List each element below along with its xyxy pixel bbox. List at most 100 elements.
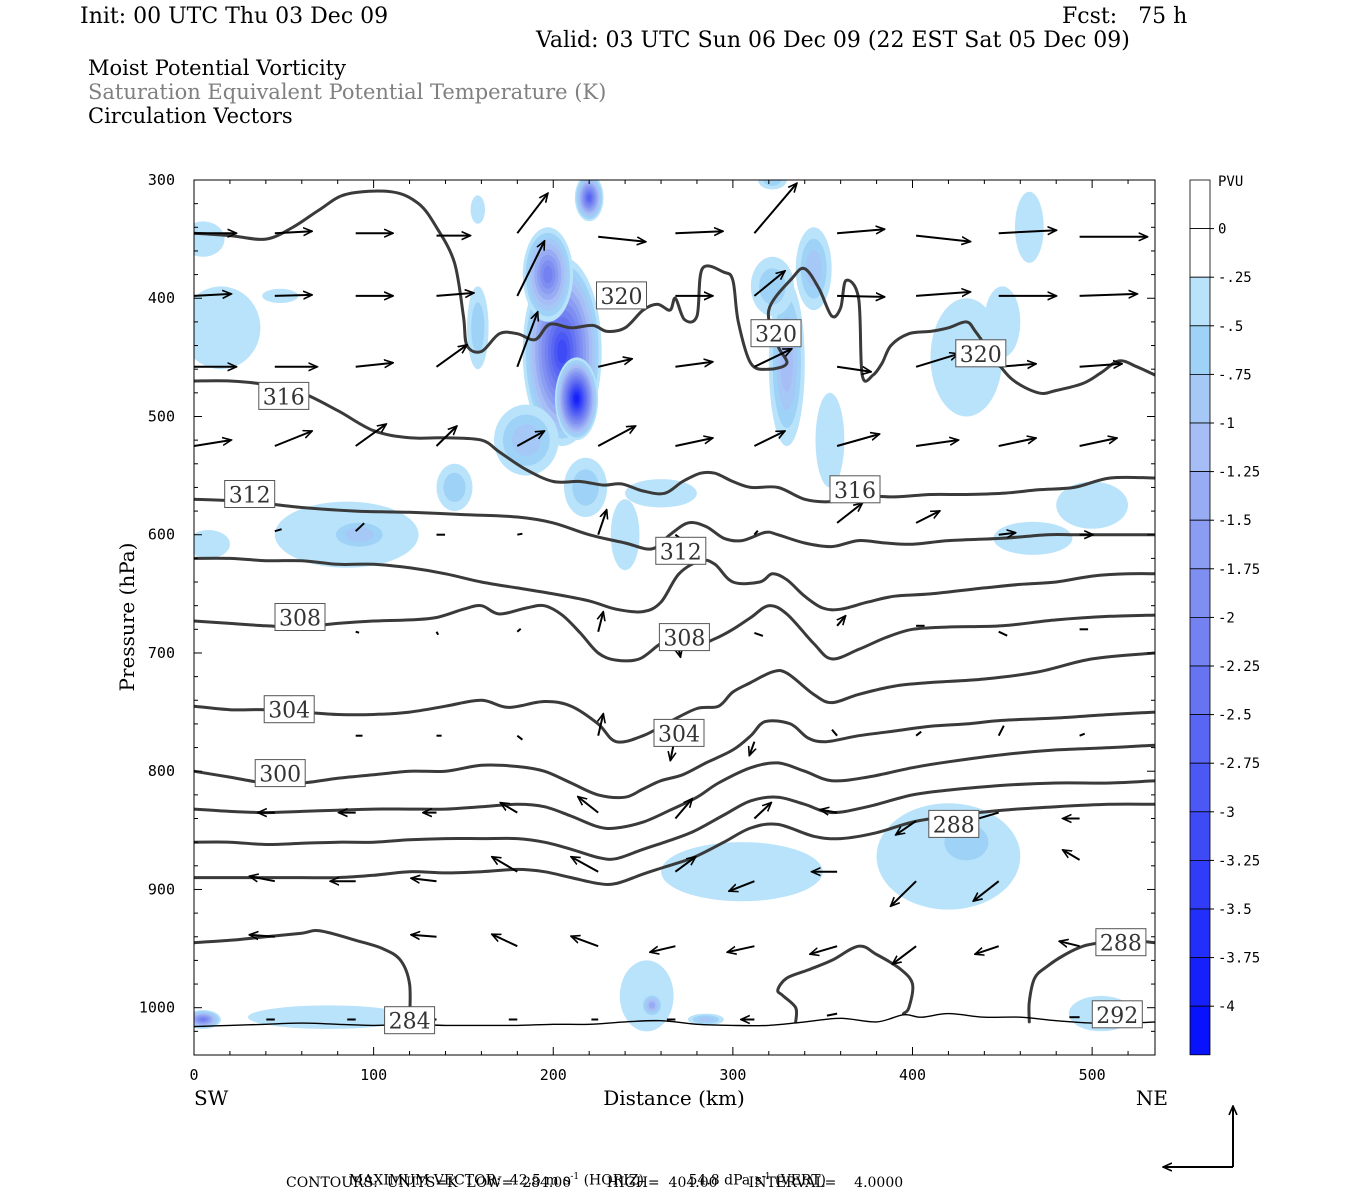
isentrope-line [194, 379, 1155, 504]
isentrope-line [194, 556, 1155, 614]
circulation-vector [492, 933, 518, 948]
isentrope-line [194, 603, 1155, 663]
y-axis-title: Pressure (hPa) [115, 543, 139, 692]
pv-anomaly [1014, 191, 1044, 263]
pv-level-fill [610, 499, 640, 571]
pv-level-fill [557, 339, 568, 364]
circulation-vector [516, 431, 544, 447]
contour-label: 320 [750, 319, 802, 348]
pv-level-fill [697, 1016, 714, 1023]
contour-label-box [224, 480, 276, 508]
reference-vector-icon [1163, 1106, 1233, 1167]
contour-label: 304 [263, 695, 315, 724]
contour-label-box [928, 809, 980, 838]
contour-label-text: 316 [263, 385, 305, 410]
pv-level-fill [587, 194, 592, 202]
colorbar-label: -2 [1218, 610, 1235, 626]
pv-anomaly [815, 392, 845, 488]
contour-label-box [829, 475, 881, 504]
colorbar-swatch [1189, 179, 1211, 229]
pv-anomaly [610, 499, 640, 571]
pv-anomaly [522, 227, 574, 322]
pv-level-fill [661, 842, 823, 902]
circulation-vector [837, 296, 885, 297]
pv-level-fill [574, 394, 579, 403]
isentrope-line [194, 710, 1155, 800]
colorbar-label: -1.25 [1218, 465, 1260, 481]
contour-label-box [1095, 928, 1147, 957]
circulation-vector [836, 503, 863, 524]
circulation-vector [837, 229, 885, 233]
pv-level-fill [572, 469, 599, 506]
y-tick-label: 1000 [139, 999, 175, 1017]
circulation-vector [675, 231, 723, 233]
circulation-vector [915, 440, 959, 447]
contour-label-text: 320 [960, 343, 1002, 368]
colorbar-label: -2.75 [1218, 756, 1260, 772]
x-axis-title: Distance (km) [603, 1086, 745, 1110]
vert-exponent: -1 [761, 1172, 771, 1182]
pv-level-fill [1014, 191, 1044, 263]
field-label-vectors: Circulation Vectors [88, 104, 293, 128]
plot-frame [193, 179, 1156, 1056]
colorbar-label: -.5 [1218, 319, 1243, 335]
isentrope-line [776, 944, 915, 1024]
pv-anomaly [194, 1010, 221, 1029]
init-time-label: Init: 00 UTC Thu 03 Dec 09 [80, 4, 389, 29]
pv-level-fill [470, 195, 485, 224]
circulation-vector [810, 945, 838, 954]
contour-label-box [384, 1006, 436, 1035]
contour-label-text: 304 [658, 722, 700, 747]
circulation-vector [516, 193, 548, 234]
circulation-vector [973, 880, 1000, 901]
colorbar-swatch [1189, 665, 1211, 715]
circulation-vector [1079, 364, 1123, 367]
x-tick-label: 100 [360, 1066, 387, 1084]
circulation-vector [355, 522, 365, 532]
colorbar-label: -3 [1218, 805, 1235, 821]
circulation-vector [650, 945, 676, 952]
axes: 300 400 500 600 700 800 900 1000 0 100 200 300 400 50… [115, 171, 1168, 1110]
circulation-vector [975, 945, 1000, 954]
pv-level-fill [471, 302, 485, 354]
circulation-vector [1059, 941, 1080, 946]
field-label-mpv: Moist Potential Vorticity [88, 56, 346, 80]
contour-label-text: 288 [933, 813, 975, 838]
max-vector-label: MAXIMUM VECTOR: [348, 1172, 501, 1189]
circulation-vector [355, 424, 387, 447]
colorbar-label: -1.5 [1218, 513, 1252, 529]
circulation-vector [749, 741, 754, 756]
valid-time-label: Valid: 03 UTC Sun 06 Dec 09 (22 EST Sat … [536, 28, 1130, 53]
pv-anomaly [470, 195, 485, 224]
colorbar-swatch [1189, 568, 1211, 618]
colorbar-label: -2.5 [1218, 708, 1252, 724]
circulation-vector [753, 803, 771, 820]
circulation-vector [997, 725, 1005, 737]
horiz-exponent: -1 [570, 1172, 580, 1182]
circulation-vector [753, 347, 791, 368]
contour-label-text: 300 [259, 763, 301, 788]
circulation-vector [274, 231, 312, 233]
circulation-vector [194, 294, 231, 296]
circulation-vector [355, 363, 393, 367]
circulation-vector [836, 434, 880, 447]
contour-label-box [658, 623, 710, 652]
colorbar-label: -.75 [1218, 367, 1252, 383]
pv-anomaly [574, 180, 604, 222]
contour-label: 312 [224, 480, 276, 509]
pv-anomaly [661, 842, 823, 902]
contour-label: 320 [955, 339, 1007, 368]
pv-shading [194, 180, 1134, 1032]
pv-level-fill [344, 527, 374, 543]
circulation-vector [516, 312, 537, 368]
max-horiz-value: 42.5 m s [509, 1172, 571, 1189]
contour-label-text: 320 [755, 323, 797, 348]
circulation-vector [891, 880, 917, 906]
circulation-vector [836, 365, 871, 372]
contour-labels: 320 320 320 316 316 312 312 308 308 304 304 300 288 2… [224, 281, 1147, 1035]
circulation-vector [674, 799, 692, 820]
y-tick-label: 800 [148, 762, 175, 780]
contour-label: 304 [653, 718, 705, 747]
colorbar-swatch [1189, 860, 1211, 910]
colorbar-swatch [1189, 325, 1211, 375]
